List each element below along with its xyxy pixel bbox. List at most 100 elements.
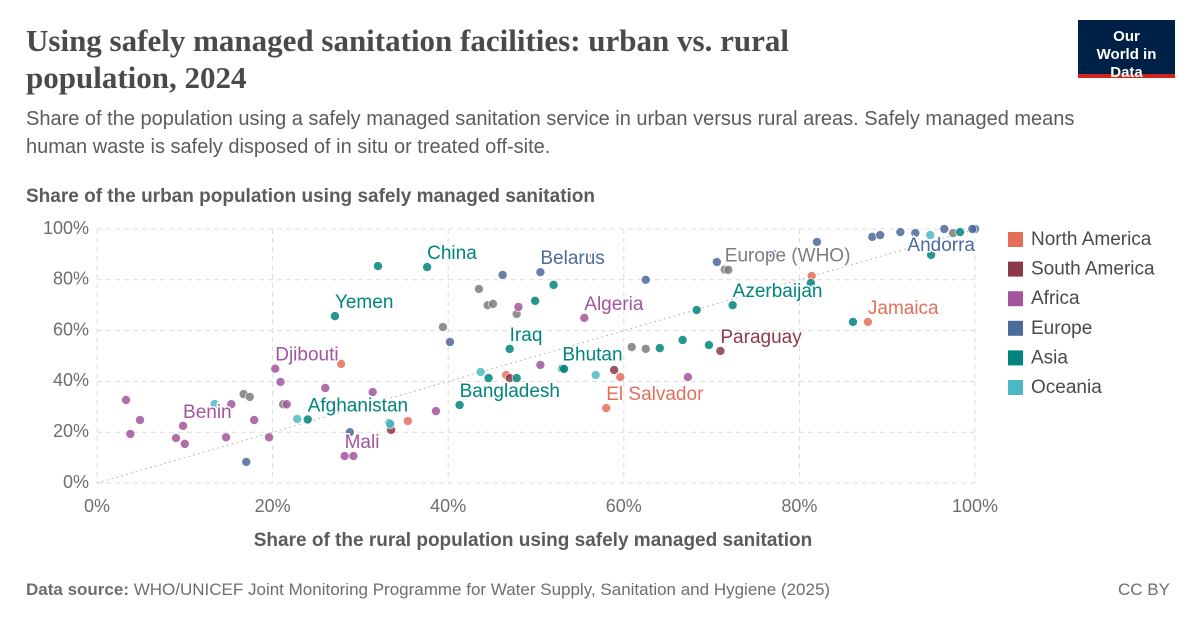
legend-label: Asia — [1031, 347, 1068, 368]
point — [373, 261, 383, 271]
point — [548, 280, 559, 290]
point-label: Andorra — [907, 235, 975, 256]
legend-label: South America — [1031, 259, 1155, 280]
point — [241, 457, 252, 467]
x-tick-label: 20% — [255, 496, 291, 516]
point — [727, 300, 738, 311]
point — [281, 399, 292, 410]
point — [925, 230, 936, 240]
logo[interactable]: Our World in Data — [1078, 20, 1175, 81]
point — [488, 299, 498, 309]
point — [895, 227, 906, 237]
legend-swatch — [1008, 232, 1023, 247]
point — [579, 313, 590, 323]
x-tick-label: 40% — [430, 496, 466, 516]
point — [926, 250, 936, 260]
legend-swatch — [1008, 350, 1023, 366]
point-label: Europe (WHO) — [725, 246, 851, 267]
point — [422, 262, 432, 272]
point-label: Iraq — [510, 325, 543, 346]
point-label: Jamaica — [868, 298, 939, 319]
point — [640, 344, 651, 354]
source-label: Data source: — [26, 580, 129, 599]
point — [438, 322, 448, 332]
point — [683, 372, 693, 382]
point — [875, 230, 885, 240]
point — [264, 432, 274, 443]
point — [615, 372, 626, 382]
point — [180, 439, 190, 449]
point-label: Bhutan — [562, 345, 622, 366]
point-label: China — [427, 243, 477, 264]
y-tick-label: 60% — [53, 319, 89, 339]
y-tick-label: 0% — [63, 472, 89, 492]
point — [475, 367, 486, 377]
legend-label: Oceania — [1031, 377, 1102, 398]
point — [454, 400, 465, 410]
legend-label: North America — [1031, 229, 1152, 250]
point — [292, 414, 302, 424]
point — [589, 251, 599, 261]
point — [530, 296, 540, 306]
point — [474, 284, 484, 294]
point — [535, 267, 546, 277]
point — [691, 305, 702, 315]
point — [609, 365, 619, 375]
point — [867, 232, 878, 242]
point-label: Mali — [345, 432, 380, 453]
point — [348, 451, 359, 461]
point — [967, 224, 978, 234]
point — [221, 432, 231, 443]
x-tick-label: 60% — [606, 496, 642, 516]
source-text: WHO/UNICEF Joint Monitoring Programme fo… — [133, 580, 831, 599]
point — [121, 395, 131, 405]
point — [403, 416, 413, 426]
x-tick-label: 0% — [84, 496, 110, 516]
legend-label: Europe — [1031, 318, 1092, 339]
point — [723, 265, 734, 275]
legend-swatch — [1008, 380, 1023, 395]
subtitle: Share of the population using a safely m… — [26, 108, 1075, 158]
source: Data source: WHO/UNICEF Joint Monitoring… — [26, 580, 830, 600]
point — [135, 415, 145, 425]
point — [320, 383, 331, 393]
point — [715, 346, 726, 356]
point — [677, 335, 688, 345]
point — [302, 414, 313, 425]
point — [431, 406, 441, 416]
point-label: Azerbaijan — [733, 281, 823, 302]
point — [171, 433, 181, 443]
point — [244, 392, 255, 402]
point — [330, 311, 340, 321]
point — [806, 278, 816, 288]
point — [626, 342, 637, 352]
point — [768, 249, 778, 259]
title: Using safely managed sanitation faciliti… — [26, 23, 789, 95]
x-tick-label: 100% — [952, 496, 998, 516]
point — [955, 227, 965, 237]
point — [226, 399, 237, 410]
point — [863, 317, 873, 327]
point — [812, 237, 822, 247]
point — [535, 360, 546, 370]
point — [559, 364, 569, 374]
point-label: Benin — [183, 402, 232, 423]
point — [178, 421, 188, 431]
point — [504, 344, 515, 354]
legend-label: Africa — [1031, 288, 1080, 309]
point — [590, 370, 601, 380]
point — [704, 340, 714, 350]
y-tick-label: 100% — [43, 218, 89, 238]
point-label: Belarus — [540, 248, 604, 269]
point — [513, 302, 524, 312]
x-tick-label: 80% — [781, 496, 817, 516]
point — [601, 403, 612, 413]
point — [939, 224, 950, 234]
point-label: Paraguay — [720, 327, 802, 348]
license[interactable]: CC BY — [1118, 580, 1170, 599]
point — [640, 274, 651, 285]
legend-swatch — [1008, 291, 1023, 307]
point-label: Afghanistan — [308, 396, 408, 417]
